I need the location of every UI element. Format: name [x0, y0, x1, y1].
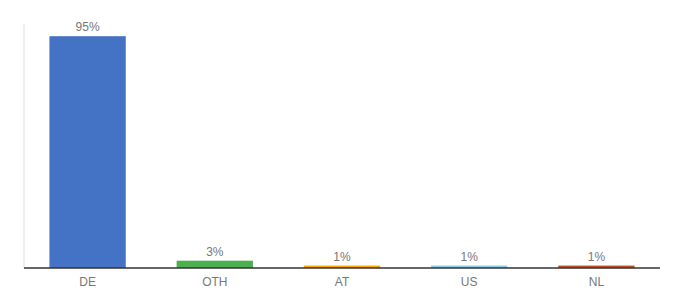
bar	[49, 36, 125, 268]
bar	[177, 261, 253, 268]
x-tick-label: NL	[589, 275, 605, 289]
data-label: 1%	[588, 250, 606, 264]
chart-container: 95% 3% 1% 1% 1% DE OTH AT US NL	[0, 0, 680, 300]
x-tick-label: DE	[79, 275, 96, 289]
data-label: 95%	[76, 20, 100, 34]
x-tick-label: OTH	[202, 275, 227, 289]
x-axis-line	[24, 267, 660, 269]
x-tick-label: AT	[335, 275, 350, 289]
chart: 95% 3% 1% 1% 1% DE OTH AT US NL	[0, 0, 680, 300]
x-tick-label: US	[461, 275, 478, 289]
y-axis-line	[24, 24, 25, 268]
data-label: 3%	[206, 245, 224, 259]
bars	[49, 36, 634, 268]
data-label: 1%	[333, 250, 351, 264]
data-label: 1%	[461, 250, 479, 264]
